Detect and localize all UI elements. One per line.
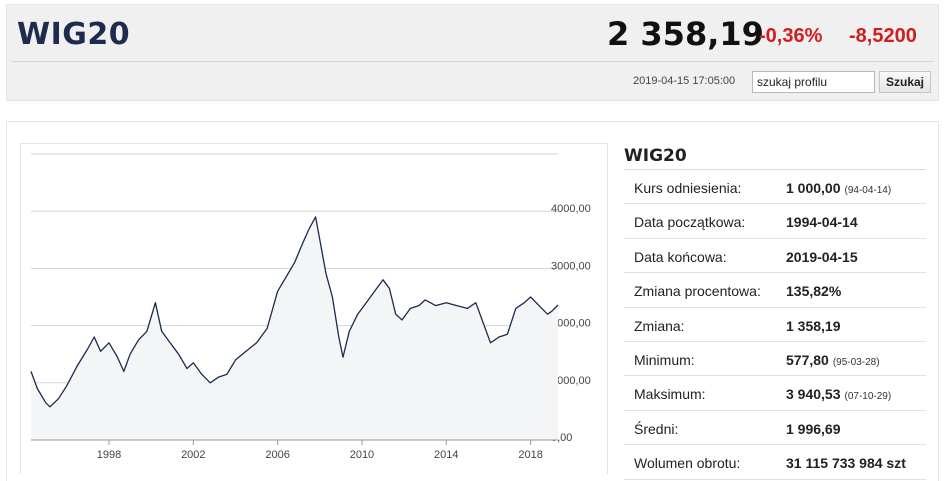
y-tick-label: 3000,00 (551, 260, 591, 272)
change-percent: -0,36% (759, 25, 823, 47)
info-row-label: Data początkowa: (634, 214, 746, 231)
info-row-label: Minimum: (634, 351, 695, 368)
info-row-value-text: 3 940,53 (786, 386, 841, 403)
x-tick-label: 2018 (518, 449, 542, 461)
x-tick-label: 2014 (434, 449, 458, 461)
info-row-date: (95-03-28) (832, 356, 880, 368)
info-row: Zmiana: 1 358,19 (624, 308, 926, 342)
header-divider (11, 61, 934, 62)
info-row: Kurs odniesienia: 1 000,00 (94-04-14) (624, 170, 926, 205)
info-row-value: 1 996,69 (786, 421, 841, 437)
info-row-value-text: 1 996,69 (786, 420, 841, 437)
quote-timestamp: 2019-04-15 17:05:00 (633, 75, 736, 87)
x-tick-label: 2002 (181, 449, 205, 461)
info-row: Zmiana procentowa: 135,82% (624, 273, 926, 308)
info-row-label: Wolumen obrotu: (634, 455, 741, 472)
info-row-value-text: 2019-04-15 (786, 248, 858, 265)
y-tick-label: 1000,00 (551, 375, 591, 387)
y-tick-label: 4000,00 (551, 203, 591, 215)
series-area (31, 216, 558, 440)
info-row-value: 577,80 (95-03-28) (786, 352, 880, 368)
search-button[interactable]: Szukaj (879, 71, 931, 93)
info-row-value-text: 135,82% (786, 283, 842, 300)
info-row: Data końcowa: 2019-04-15 (624, 239, 926, 274)
index-name: WIG20 (17, 17, 131, 52)
y-tick-label: 2000,00 (551, 318, 591, 330)
info-row-value: 135,82% (786, 283, 841, 299)
profile-search-input[interactable] (752, 71, 875, 93)
quote-header: WIG20 2 358,19 -0,36% -8,5200 2019-04-15… (6, 4, 939, 101)
info-row-value: 1 358,19 (786, 318, 841, 334)
chart-container: 4000,00 3000,00 2000,00 1000,00 0,00 1998 2002… (20, 143, 608, 474)
current-price: 2 358,19 (607, 15, 764, 53)
info-row: Średni: 1 996,69 (624, 411, 926, 446)
info-row-label: Średni: (634, 420, 679, 437)
info-row-value-text: 31 115 733 984 szt (786, 455, 906, 472)
info-title: WIG20 (624, 140, 926, 170)
info-row: Maksimum: 3 940,53 (07-10-29) (624, 376, 926, 411)
info-row-label: Maksimum: (634, 386, 706, 403)
info-row-label: Zmiana: (634, 317, 685, 334)
info-row-label: Data końcowa: (634, 248, 727, 265)
info-row-value: 3 940,53 (07-10-29) (786, 386, 891, 402)
info-row: Wolumen obrotu: 31 115 733 984 szt (624, 445, 926, 480)
series-line (30, 216, 559, 408)
info-row-value-text: 1 000,00 (786, 180, 841, 196)
change-absolute: -8,5200 (849, 25, 917, 47)
info-row: Minimum: 577,80 (95-03-28) (624, 342, 926, 377)
info-row-label: Zmiana procentowa: (634, 283, 761, 300)
info-row-value-text: 1 358,19 (786, 317, 841, 334)
x-tick-label: 2010 (350, 449, 374, 461)
x-tick-label: 1998 (97, 449, 121, 461)
info-row-value: 1 000,00 (94-04-14) (786, 180, 891, 196)
info-row-value-text: 1994-04-14 (786, 214, 858, 231)
index-info-table: WIG20 Kurs odniesienia: 1 000,00 (94-04-14… (624, 140, 926, 480)
info-row-value: 1994-04-14 (786, 214, 858, 230)
info-row-value: 31 115 733 984 szt (786, 455, 906, 471)
x-tick-label: 2006 (265, 449, 289, 461)
info-row-value: 2019-04-15 (786, 249, 858, 265)
info-row: Data początkowa: 1994-04-14 (624, 204, 926, 239)
info-row-date: (94-04-14) (844, 185, 892, 196)
info-row-value-text: 577,80 (786, 351, 829, 368)
info-row-date: (07-10-29) (844, 391, 892, 403)
info-row-label: Kurs odniesienia: (634, 180, 742, 196)
